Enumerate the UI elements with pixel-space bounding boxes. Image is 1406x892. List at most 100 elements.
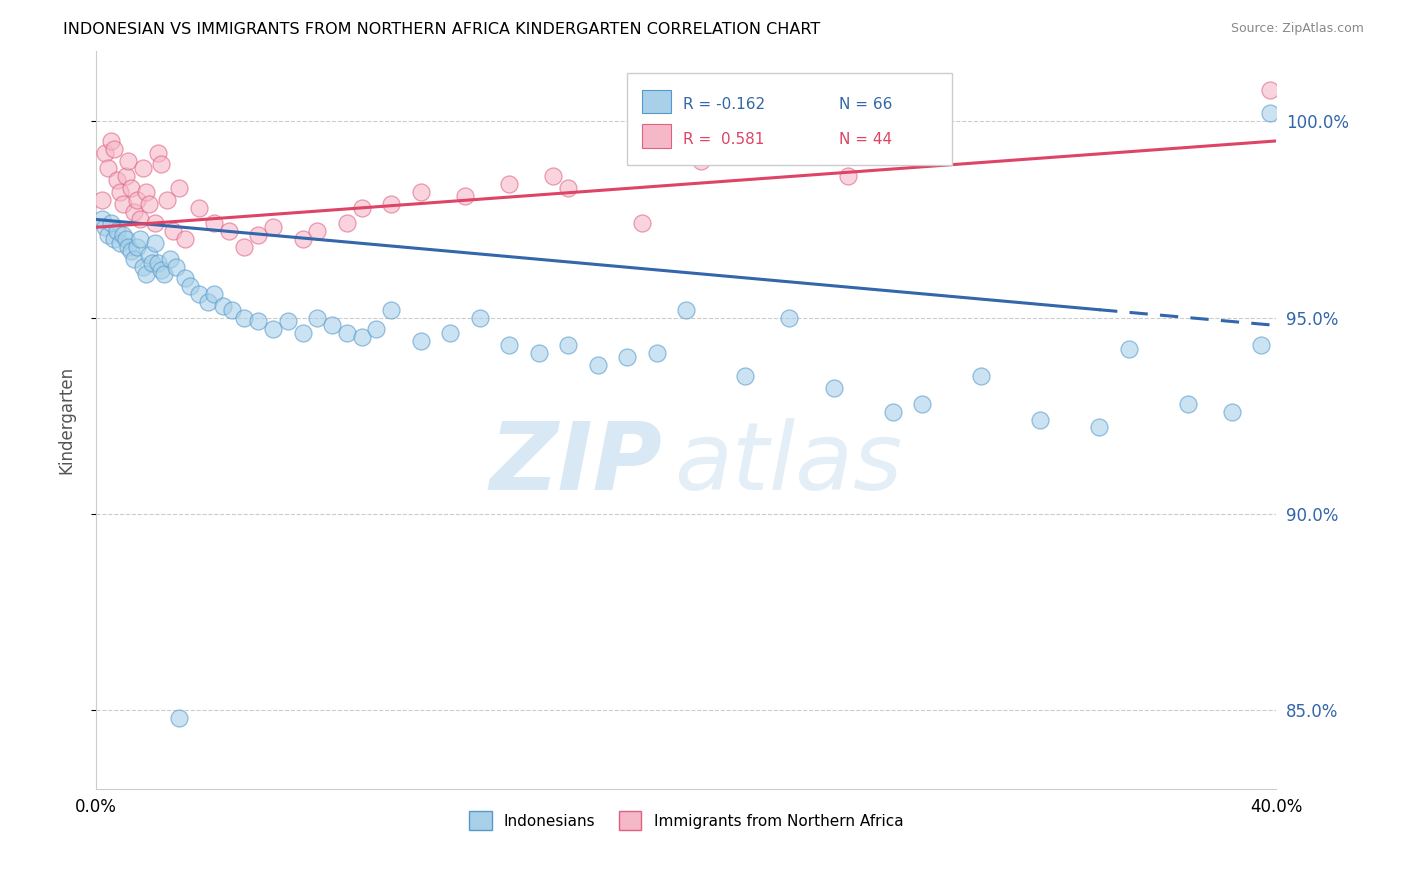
Point	[149, 157, 172, 171]
Point	[135, 185, 157, 199]
Text: R =  0.581: R = 0.581	[682, 132, 763, 146]
Point	[218, 224, 240, 238]
Point	[149, 263, 172, 277]
Point	[911, 397, 934, 411]
Point	[146, 145, 169, 160]
Point	[616, 350, 638, 364]
Text: ZIP: ZIP	[489, 417, 662, 510]
Point	[350, 330, 373, 344]
Point	[108, 185, 131, 199]
Point	[262, 322, 284, 336]
Point	[1258, 106, 1281, 120]
Point	[454, 189, 477, 203]
Point	[586, 358, 609, 372]
Point	[232, 310, 254, 325]
Point	[366, 322, 388, 336]
Point	[103, 232, 125, 246]
Point	[336, 216, 359, 230]
Point	[468, 310, 491, 325]
FancyBboxPatch shape	[643, 125, 671, 148]
Point	[247, 314, 270, 328]
Point	[212, 299, 235, 313]
Point	[1258, 83, 1281, 97]
Point	[100, 134, 122, 148]
Point	[111, 228, 134, 243]
Point	[1250, 338, 1272, 352]
Point	[645, 346, 668, 360]
Point	[689, 153, 711, 168]
Point	[277, 314, 299, 328]
Point	[141, 255, 163, 269]
Point	[97, 228, 120, 243]
Point	[1177, 397, 1199, 411]
Point	[543, 169, 565, 184]
Point	[153, 268, 176, 282]
Text: INDONESIAN VS IMMIGRANTS FROM NORTHERN AFRICA KINDERGARTEN CORRELATION CHART: INDONESIAN VS IMMIGRANTS FROM NORTHERN A…	[63, 22, 821, 37]
Point	[734, 369, 756, 384]
Point	[1118, 342, 1140, 356]
Point	[129, 232, 152, 246]
Point	[202, 216, 225, 230]
Text: atlas: atlas	[675, 418, 903, 509]
Point	[159, 252, 181, 266]
Point	[557, 338, 579, 352]
Point	[837, 169, 859, 184]
Point	[262, 220, 284, 235]
Point	[105, 173, 128, 187]
Point	[167, 711, 190, 725]
Point	[527, 346, 550, 360]
Point	[380, 302, 402, 317]
Point	[146, 255, 169, 269]
Point	[90, 212, 112, 227]
Point	[173, 232, 195, 246]
Point	[167, 181, 190, 195]
Point	[156, 193, 179, 207]
Point	[117, 153, 139, 168]
Point	[135, 268, 157, 282]
Point	[1220, 405, 1243, 419]
Text: N = 44: N = 44	[839, 132, 893, 146]
Point	[291, 232, 314, 246]
Point	[127, 193, 149, 207]
Point	[138, 196, 160, 211]
Point	[94, 145, 117, 160]
Point	[675, 302, 697, 317]
Point	[105, 224, 128, 238]
Point	[409, 185, 432, 199]
Legend: Indonesians, Immigrants from Northern Africa: Indonesians, Immigrants from Northern Af…	[463, 805, 910, 836]
Point	[165, 260, 187, 274]
Point	[188, 201, 211, 215]
Point	[162, 224, 184, 238]
Point	[179, 279, 201, 293]
Point	[557, 181, 579, 195]
Point	[173, 271, 195, 285]
Point	[336, 326, 359, 341]
Point	[114, 169, 136, 184]
Point	[498, 338, 520, 352]
Point	[143, 216, 166, 230]
Point	[100, 216, 122, 230]
Point	[143, 235, 166, 250]
Point	[103, 142, 125, 156]
Point	[120, 181, 142, 195]
Point	[120, 244, 142, 258]
Point	[882, 405, 904, 419]
Point	[380, 196, 402, 211]
Point	[630, 216, 652, 230]
Point	[114, 232, 136, 246]
Point	[111, 196, 134, 211]
Point	[129, 212, 152, 227]
Point	[409, 334, 432, 348]
Point	[127, 240, 149, 254]
Point	[307, 310, 329, 325]
Point	[138, 248, 160, 262]
Point	[117, 240, 139, 254]
Point	[108, 235, 131, 250]
Point	[197, 294, 219, 309]
Point	[498, 177, 520, 191]
Point	[350, 201, 373, 215]
Point	[247, 228, 270, 243]
Point	[291, 326, 314, 341]
Point	[970, 369, 993, 384]
Y-axis label: Kindergarten: Kindergarten	[58, 366, 75, 474]
